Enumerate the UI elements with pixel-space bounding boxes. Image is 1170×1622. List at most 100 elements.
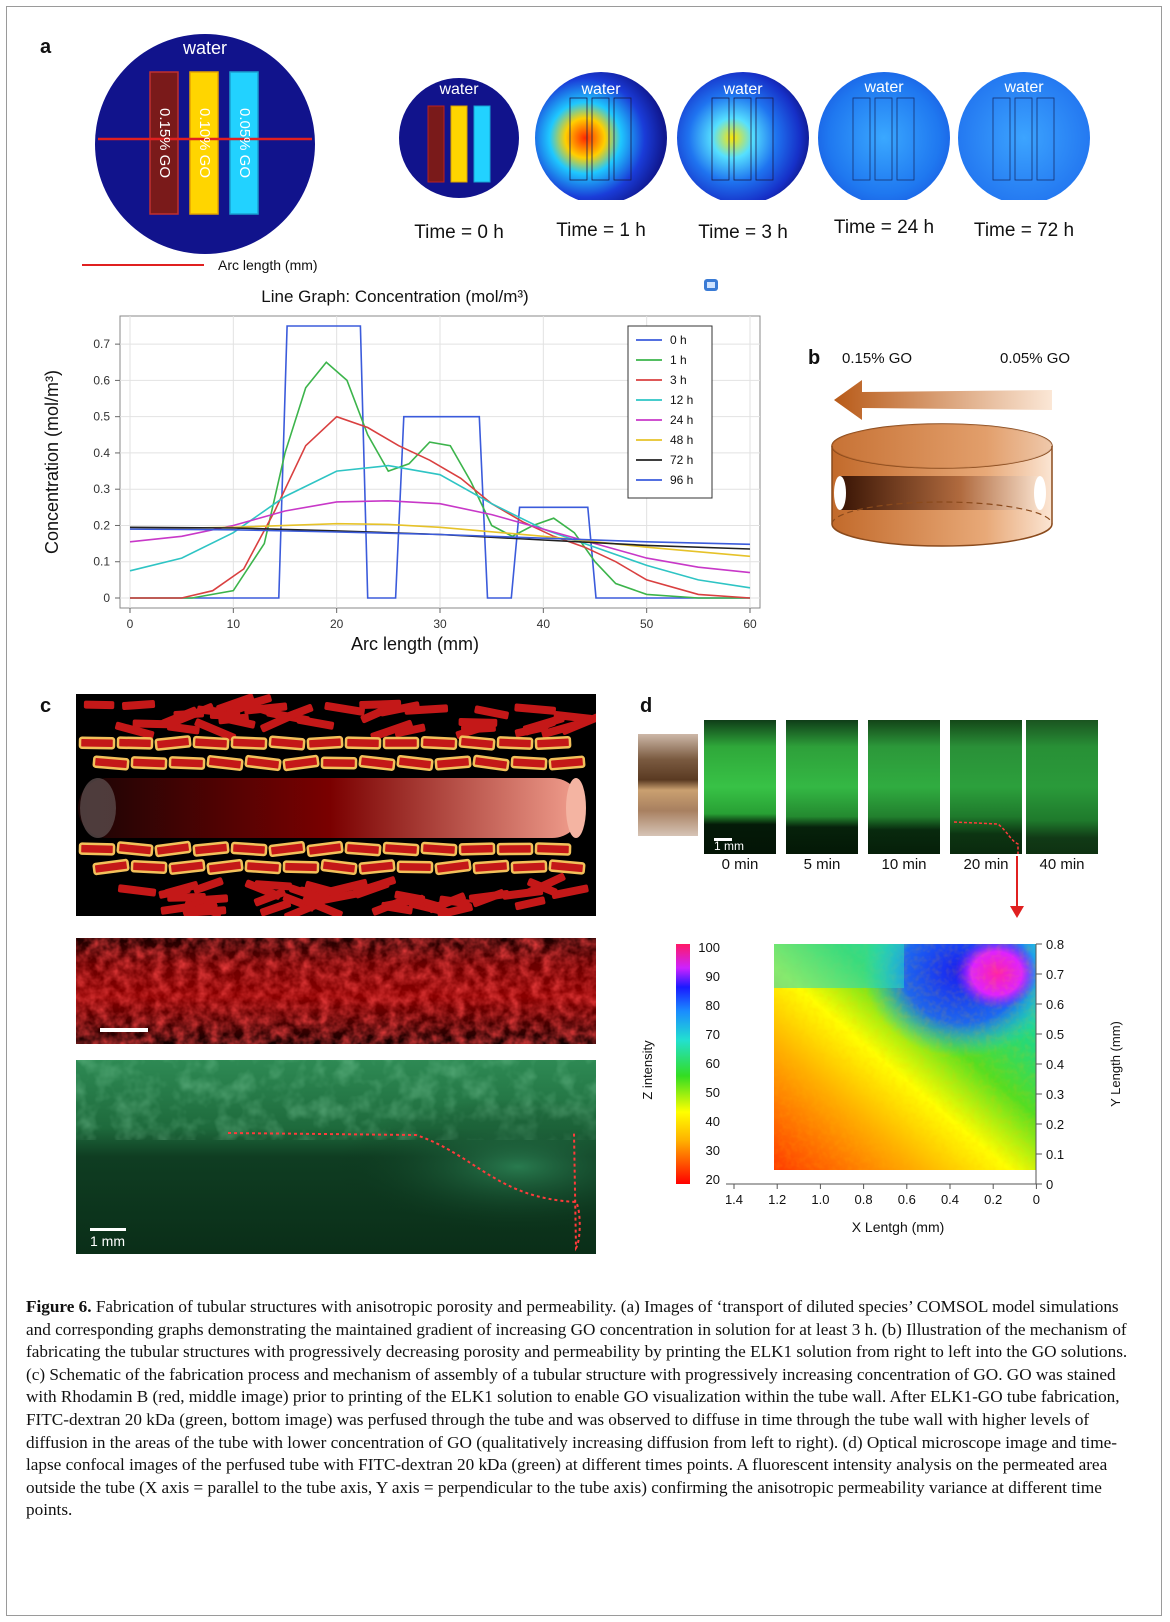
y-tick-label: 0.3 bbox=[93, 482, 110, 496]
x-tick-label: 60 bbox=[743, 617, 757, 631]
legend-entry: 0 h bbox=[670, 333, 687, 347]
x-axis-label: Arc length (mm) bbox=[351, 634, 479, 654]
timelapse-scale-bar-label: 1 mm bbox=[714, 839, 744, 853]
heatmap-y-tick-label: 0.5 bbox=[1046, 1027, 1064, 1042]
colorbar-tick-label: 40 bbox=[706, 1114, 720, 1129]
heatmap-y-tick-label: 0.2 bbox=[1046, 1117, 1064, 1132]
colorbar-tick-label: 30 bbox=[706, 1143, 720, 1158]
heatmap-x-label: X Lentgh (mm) bbox=[852, 1219, 945, 1235]
chart-legend: 0 h 1 h 3 h 12 h 24 h 48 h 72 h 96 h bbox=[627, 325, 713, 499]
rhodamine-stained-tube-image bbox=[76, 938, 596, 1044]
fitc-dextran-diffusion-image: 1 mm bbox=[76, 1060, 596, 1254]
y-tick-label: 0 bbox=[103, 591, 110, 605]
y-tick-label: 0.2 bbox=[93, 518, 110, 532]
x-tick-label: 10 bbox=[227, 617, 241, 631]
heatmap-x-tick-label: 0 bbox=[1033, 1192, 1040, 1207]
time-lapse-images: 1 mm bbox=[638, 720, 1098, 854]
y-tick-label: 0.7 bbox=[93, 337, 110, 351]
chart-title: Line Graph: Concentration (mol/m³) bbox=[261, 287, 528, 306]
timelapse-time-4: 40 min bbox=[1039, 856, 1085, 873]
timelapse-time-3: 20 min bbox=[963, 856, 1009, 873]
heatmap-y-tick-label: 0.3 bbox=[1046, 1087, 1064, 1102]
stripe-label-010: 0.10% GO bbox=[196, 108, 213, 178]
y-tick-label: 0.1 bbox=[93, 555, 110, 569]
legend-entry: 72 h bbox=[670, 453, 693, 467]
series-line-48h bbox=[129, 522, 751, 558]
arc-length-label: Arc length (mm) bbox=[218, 257, 318, 273]
series-line-0h bbox=[130, 325, 750, 599]
heatmap-x-tick-label: 0.6 bbox=[898, 1192, 916, 1207]
caption-label: Figure 6. bbox=[26, 1297, 92, 1316]
time-snapshots: water water water water water bbox=[399, 72, 1090, 200]
snapshot-water-4: water bbox=[1003, 79, 1044, 96]
heatmap-y-tick-label: 0.7 bbox=[1046, 967, 1064, 982]
stripe-label-005: 0.05% GO bbox=[236, 108, 253, 178]
export-icon[interactable] bbox=[703, 277, 719, 293]
series-line-12h bbox=[129, 464, 751, 589]
x-tick-label: 0 bbox=[127, 617, 134, 631]
heatmap-y-tick-label: 0.4 bbox=[1046, 1057, 1064, 1072]
heatmap-y-tick-label: 0.8 bbox=[1046, 937, 1064, 952]
arc-length-legend: Arc length (mm) bbox=[82, 257, 318, 273]
legend-box bbox=[627, 325, 713, 499]
snapshot-water-1: water bbox=[580, 81, 621, 98]
snapshot-water-3: water bbox=[863, 79, 904, 96]
x-tick-label: 40 bbox=[537, 617, 551, 631]
heatmap-y-tick-label: 0 bbox=[1046, 1177, 1053, 1192]
x-axis-ticks: 0 10 20 30 40 50 60 bbox=[127, 608, 757, 631]
heatmap-x-tick-label: 0.8 bbox=[855, 1192, 873, 1207]
legend-entry: 96 h bbox=[670, 473, 693, 487]
legend-entry: 48 h bbox=[670, 433, 693, 447]
tube-gradient-illustration bbox=[831, 380, 1053, 547]
y-tick-label: 0.5 bbox=[93, 410, 110, 424]
time-label-1: Time = 1 h bbox=[556, 220, 646, 241]
y-axis-ticks: 0 0.1 0.2 0.3 0.4 0.5 0.6 0.7 bbox=[93, 337, 120, 605]
gradient-right-label: 0.05% GO bbox=[1000, 350, 1071, 367]
figure-caption: Figure 6. Fabrication of tubular structu… bbox=[26, 1296, 1146, 1522]
timelapse-time-2: 10 min bbox=[881, 856, 927, 873]
time-label-0: Time = 0 h bbox=[414, 222, 504, 243]
series-line-96h bbox=[129, 528, 751, 546]
main-water-label: water bbox=[182, 38, 227, 58]
y-tick-label: 0.4 bbox=[93, 446, 110, 460]
heatmap-x-tick-label: 1.0 bbox=[811, 1192, 829, 1207]
x-tick-label: 20 bbox=[330, 617, 344, 631]
figure-frame bbox=[6, 6, 1162, 1616]
legend-entry: 12 h bbox=[670, 393, 693, 407]
x-tick-label: 50 bbox=[640, 617, 654, 631]
colorbar-ticks: 100 90 80 70 60 50 40 30 20 bbox=[698, 940, 720, 1187]
chart-series bbox=[129, 325, 751, 599]
green-image-scale-bar-label: 1 mm bbox=[90, 1233, 125, 1249]
legend-entry: 24 h bbox=[670, 413, 693, 427]
panel-label-a: a bbox=[40, 36, 52, 58]
gradient-left-label: 0.15% GO bbox=[842, 350, 913, 367]
legend-entry: 3 h bbox=[670, 373, 687, 387]
colorbar-tick-label: 70 bbox=[706, 1027, 720, 1042]
go-assembly-schematic bbox=[76, 694, 596, 916]
heatmap-x-tick-label: 0.4 bbox=[941, 1192, 959, 1207]
snapshot-water-0: water bbox=[438, 81, 479, 98]
colorbar-tick-label: 100 bbox=[698, 940, 720, 955]
colorbar-label: Z intensity bbox=[640, 1040, 655, 1100]
stripe-label-015: 0.15% GO bbox=[156, 108, 173, 178]
colorbar-tick-label: 80 bbox=[706, 998, 720, 1013]
concentration-line-chart: Line Graph: Concentration (mol/m³) 0 10 20… bbox=[42, 287, 761, 654]
heatmap-y-label: Y Length (mm) bbox=[1108, 1021, 1123, 1107]
panel-label-b: b bbox=[808, 347, 821, 369]
time-label-2: Time = 3 h bbox=[698, 222, 788, 243]
x-tick-label: 30 bbox=[433, 617, 447, 631]
series-line-3h bbox=[130, 415, 751, 599]
time-label-3: Time = 24 h bbox=[833, 217, 935, 238]
heatmap-x-tick-label: 1.4 bbox=[725, 1192, 743, 1207]
y-tick-label: 0.6 bbox=[93, 373, 110, 387]
caption-text: Fabrication of tubular structures with a… bbox=[26, 1297, 1128, 1520]
snapshot-water-2: water bbox=[722, 81, 763, 98]
heatmap-x-tick-label: 0.2 bbox=[984, 1192, 1002, 1207]
timelapse-time-0: 0 min bbox=[721, 856, 759, 873]
heatmap-x-ticks: 1.4 1.2 1.0 0.8 0.6 0.4 0.2 0 bbox=[725, 1184, 1040, 1207]
colorbar-tick-label: 90 bbox=[706, 969, 720, 984]
heatmap-y-ticks: 0.8 0.7 0.6 0.5 0.4 0.3 0.2 0.1 0 bbox=[1036, 937, 1064, 1192]
series-line-24h bbox=[129, 499, 751, 574]
panel-label-d: d bbox=[640, 695, 653, 717]
